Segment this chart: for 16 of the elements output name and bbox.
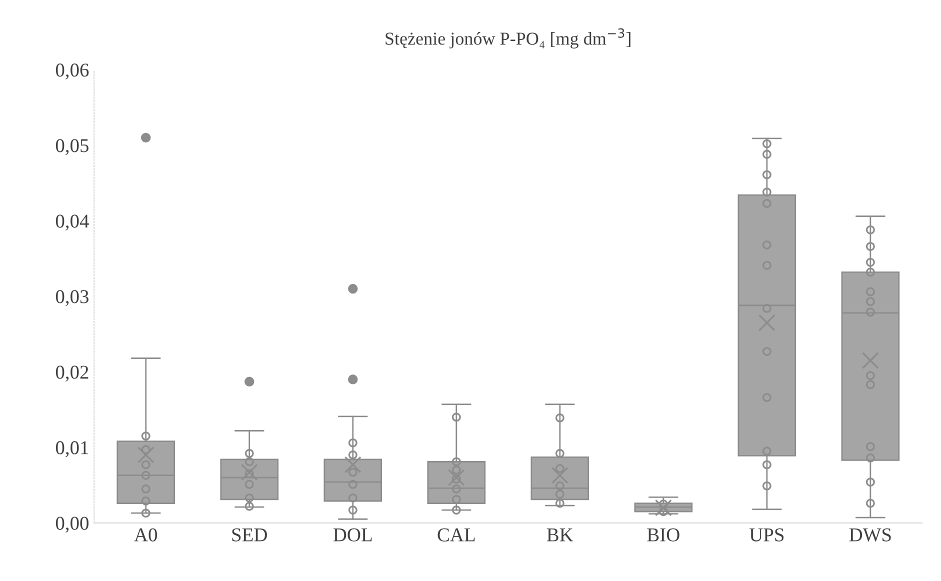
y-tick-label: 0,06: [56, 64, 89, 80]
x-tick-label: A0: [134, 528, 157, 542]
y-tick-label: 0,01: [56, 441, 88, 458]
x-tick-label: UPS: [749, 528, 784, 542]
x-tick-label: CAL: [438, 528, 475, 542]
x-tick-label: BK: [546, 528, 574, 542]
y-tick-label: 0,03: [56, 290, 88, 306]
y-tick-label: 0,00: [56, 516, 88, 533]
x-tick-label: DOL: [333, 528, 372, 542]
x-tick-label: BIO: [647, 528, 680, 542]
y-tick-label: 0,02: [56, 366, 88, 382]
x-tick-label: DWS: [849, 528, 891, 542]
y-tick-label: 0,05: [56, 139, 88, 155]
chart-title: Stężenie jonów P-PO₄ [mg dm$^{−3}$]: [386, 28, 630, 48]
x-tick-label: SED: [232, 528, 267, 542]
y-tick-label: 0,04: [56, 214, 89, 231]
